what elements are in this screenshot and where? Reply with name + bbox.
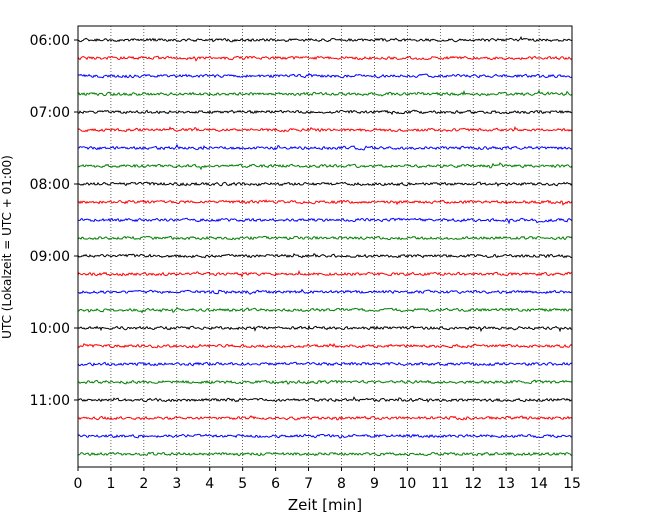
x-tick-label: 11 (431, 476, 449, 492)
trace-line (77, 379, 573, 385)
x-tick-label: 7 (304, 476, 313, 492)
x-tick-label: 8 (337, 476, 346, 492)
x-tick-label: 10 (398, 476, 416, 492)
x-tick-label: 0 (74, 476, 83, 492)
trace-line (77, 361, 573, 367)
trace-line (77, 143, 573, 151)
y-axis-label: UTC (Lokalzeit = UTC + 01:00) (0, 155, 14, 339)
x-axis-ticks: 0 1 2 3 4 5 6 7 8 9 10 11 12 13 14 15 (74, 467, 581, 492)
trace-line (77, 451, 573, 457)
x-axis-label: Zeit [min] (288, 496, 362, 514)
trace-line (77, 72, 573, 79)
y-tick-label: 07:00 (30, 105, 70, 121)
trace-line (77, 109, 573, 116)
seismic-traces (77, 35, 573, 457)
x-tick-label: 14 (530, 476, 548, 492)
x-tick-label: 15 (563, 476, 581, 492)
plot-frame (77, 25, 573, 468)
trace-line (77, 235, 573, 241)
x-tick-label: 5 (238, 476, 247, 492)
trace-line (77, 269, 573, 278)
plot-background (78, 26, 572, 467)
trace-line (77, 199, 573, 206)
x-tick-label: 4 (205, 476, 214, 492)
y-tick-label: 06:00 (30, 33, 70, 49)
y-tick-label: 08:00 (30, 177, 70, 193)
y-tick-label: 09:00 (30, 249, 70, 265)
y-tick-label: 10:00 (30, 321, 70, 337)
trace-line (77, 343, 573, 349)
x-tick-label: 2 (139, 476, 148, 492)
x-tick-label: 6 (271, 476, 280, 492)
trace-line (77, 162, 573, 171)
trace-line (77, 55, 573, 62)
trace-line (77, 89, 573, 97)
trace-line (77, 181, 573, 187)
y-axis-ticks: 06:00 07:00 08:00 09:00 10:00 11:00 (30, 33, 78, 409)
trace-line (77, 306, 573, 314)
trace-line (77, 217, 573, 225)
trace-line (77, 396, 573, 403)
x-tick-label: 1 (106, 476, 115, 492)
trace-line (77, 415, 573, 421)
x-tick-label: 9 (370, 476, 379, 492)
y-tick-label: 11:00 (30, 393, 70, 409)
trace-line (77, 433, 573, 439)
x-tick-label: 13 (497, 476, 515, 492)
trace-line (77, 288, 573, 295)
x-tick-label: 3 (172, 476, 181, 492)
trace-line (77, 252, 573, 259)
trace-line (77, 324, 573, 333)
x-tick-label: 12 (464, 476, 482, 492)
trace-line (77, 126, 573, 133)
trace-line (77, 35, 573, 43)
